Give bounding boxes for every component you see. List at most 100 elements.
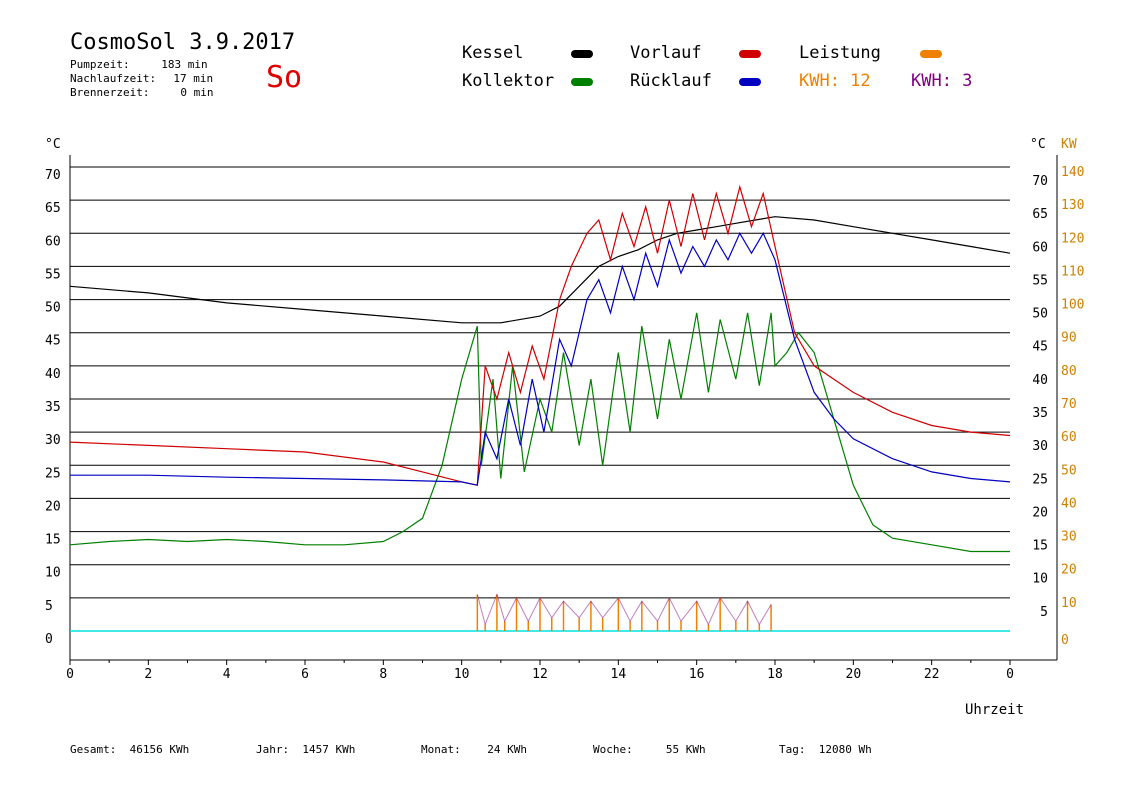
stat-value: 183 min	[161, 58, 208, 71]
x-tick-label: 6	[301, 667, 309, 682]
legend-leistung-swatch	[920, 50, 942, 58]
footer-value: 12080 Wh	[818, 743, 872, 756]
series-kollektor	[69, 312, 1010, 553]
x-tick-label: 12	[532, 667, 548, 682]
y-tick-label-left: 45	[45, 334, 61, 349]
x-tick-label: 2	[144, 667, 152, 682]
stat-nachlaufzeit: Nachlaufzeit: 17 min	[70, 72, 213, 85]
legend-ruecklauf-swatch	[739, 78, 761, 86]
kw-tick-label: 120	[1061, 231, 1084, 246]
y-tick-label-left: 55	[45, 267, 61, 282]
y-tick-label-left: 65	[45, 201, 61, 216]
footer-gesamt: Gesamt: 46156 KWh	[70, 743, 189, 756]
y-tick-label-right: 25	[1032, 472, 1048, 487]
footer-tag: Tag: 12080 Wh	[779, 743, 872, 756]
x-axis-label: Uhrzeit	[965, 702, 1025, 718]
stat-label: Pumpzeit:	[70, 58, 130, 71]
y-tick-label-right: 30	[1032, 439, 1048, 454]
x-tick-label: 16	[689, 667, 705, 682]
y-tick-label-left: 10	[45, 566, 61, 581]
y-tick-label-left: 20	[45, 499, 61, 514]
footer-value: 55 KWh	[665, 743, 706, 756]
stat-value: 0 min	[180, 86, 214, 99]
kw-tick-label: 10	[1061, 596, 1077, 611]
chart-grid	[70, 166, 1010, 599]
kw-tick-label: 140	[1061, 165, 1084, 180]
stat-label: Brennerzeit:	[70, 86, 150, 99]
weekday-label: So	[266, 60, 303, 95]
chart-title: CosmoSol 3.9.2017	[70, 30, 296, 55]
y-tick-label-right: 20	[1032, 505, 1048, 520]
footer-label: Monat:	[421, 743, 461, 756]
footer-label: Woche:	[593, 743, 633, 756]
legend-kwh-second: KWH: 3	[911, 71, 973, 91]
leistung-line	[476, 592, 772, 627]
y-tick-label-left: 0	[45, 632, 53, 647]
y-tick-label-left: 40	[45, 367, 61, 382]
kw-tick-label: 20	[1061, 563, 1077, 578]
footer-monat: Monat: 24 KWh	[421, 743, 527, 756]
kw-tick-label: 100	[1061, 298, 1084, 313]
legend-kwh-leistung: KWH: 12	[799, 71, 871, 91]
series-kessel	[69, 216, 1011, 324]
legend-kollektor-swatch	[571, 78, 593, 86]
x-tick-label: 8	[379, 667, 387, 682]
legend-kessel: Kessel	[462, 43, 524, 63]
y-tick-label-left: 35	[45, 400, 61, 415]
footer-label: Tag:	[779, 743, 806, 756]
y-tick-label-left: 25	[45, 466, 61, 481]
y-tick-label-right: 10	[1032, 572, 1048, 587]
x-tick-label: 20	[846, 667, 862, 682]
stat-pumpzeit: Pumpzeit: 183 min	[70, 58, 208, 71]
stat-brennerzeit: Brennerzeit: 0 min	[70, 86, 213, 99]
kw-tick-label: 0	[1061, 633, 1069, 648]
footer-value: 46156 KWh	[129, 743, 190, 756]
footer-jahr: Jahr: 1457 KWh	[256, 743, 355, 756]
stat-label: Nachlaufzeit:	[70, 72, 157, 85]
y-tick-label-left: 60	[45, 234, 61, 249]
x-tick-label: 14	[611, 667, 627, 682]
footer-value: 24 KWh	[487, 743, 527, 756]
x-tick-label: 0	[66, 667, 74, 682]
y-tick-label-left: 15	[45, 533, 61, 548]
legend-vorlauf-swatch	[739, 50, 761, 58]
kw-tick-label: 40	[1061, 496, 1077, 511]
legend-kessel-swatch	[571, 50, 593, 58]
kw-tick-label: 90	[1061, 331, 1077, 346]
x-tick-label: 18	[767, 667, 783, 682]
chart-labels: 0 2 4 6 8 10 12 14 16 18 20 22 005101520253035404550…	[45, 137, 1084, 682]
footer-value: 1457 KWh	[302, 743, 356, 756]
y-unit-right: °C	[1030, 137, 1046, 152]
kw-tick-label: 80	[1061, 364, 1077, 379]
chart-axes	[69, 155, 1058, 665]
legend-vorlauf: Vorlauf	[630, 43, 702, 63]
footer-label: Jahr:	[256, 743, 290, 756]
y-tick-label-right: 35	[1032, 406, 1048, 421]
kw-tick-label: 130	[1061, 198, 1084, 213]
kw-tick-label: 30	[1061, 530, 1077, 545]
x-tick-label: 10	[454, 667, 470, 682]
stat-value: 17 min	[173, 72, 214, 85]
y-tick-label-right: 40	[1032, 373, 1048, 388]
y-tick-label-left: 30	[45, 433, 61, 448]
legend-ruecklauf: Rücklauf	[630, 71, 712, 91]
x-tick-label: 0	[1006, 667, 1014, 682]
y-tick-label-right: 5	[1040, 605, 1048, 620]
y-tick-label-right: 60	[1032, 240, 1048, 255]
x-tick-label: 4	[223, 667, 231, 682]
kw-tick-label: 50	[1061, 463, 1077, 478]
legend-kollektor: Kollektor	[462, 71, 555, 91]
y-tick-label-left: 5	[45, 599, 53, 614]
kw-tick-label: 70	[1061, 397, 1077, 412]
footer-woche: Woche: 55 KWh	[593, 743, 706, 756]
y-tick-label-left: 70	[45, 168, 61, 183]
y-tick-label-right: 70	[1032, 174, 1048, 189]
kw-tick-label: 110	[1061, 264, 1084, 279]
x-tick-label: 22	[924, 667, 940, 682]
y-tick-label-right: 50	[1032, 307, 1048, 322]
series-vorlauf	[69, 184, 1011, 486]
legend-leistung: Leistung	[799, 43, 881, 63]
y-tick-label-right: 45	[1032, 340, 1048, 355]
y-tick-label-right: 15	[1032, 539, 1048, 554]
